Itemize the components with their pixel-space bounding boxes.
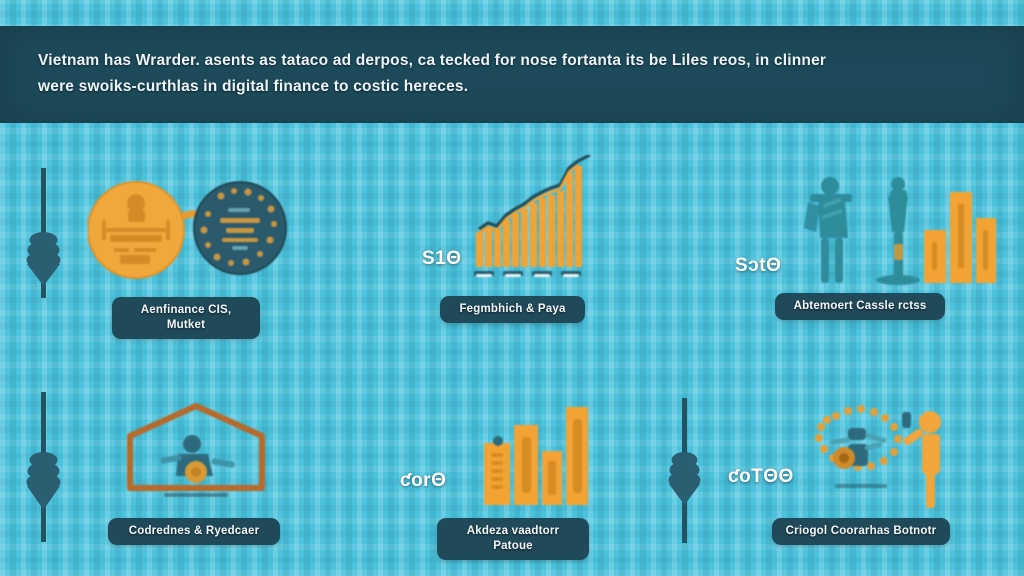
panel-label-digital-consumer[interactable]: Criogol Coorarhas Botnotr <box>772 518 950 545</box>
panel-label-adoption-future[interactable]: Akdeza vaadtorr Patoue <box>437 518 589 560</box>
metric-badge-access: SɔtΘ <box>735 255 782 276</box>
header-line-1: Vietnam has Wrarder. asents as tataco ad… <box>38 52 827 69</box>
panel-label-text: Akdeza vaadtorr Patoue <box>466 525 560 552</box>
panel-label-text: Abtemoert Cassle rctss <box>793 300 927 312</box>
growth-bar-chart-icon <box>470 153 595 280</box>
header-banner: Vietnam has Wrarder. asents as tataco ad… <box>0 26 1024 123</box>
house-outline-icon <box>120 400 275 505</box>
metric-badge-adoption: ƈorΘ <box>400 470 447 491</box>
four-bars-icon <box>480 403 590 505</box>
cloud-network-person-icon <box>790 400 965 510</box>
panel-label-access-coverage[interactable]: Abtemoert Cassle rctss <box>775 293 945 320</box>
metric-badge-consumer: ƈoTΘΘ <box>728 466 794 487</box>
panel-label-payments-growth[interactable]: Fegmbhich & Paya <box>440 296 585 323</box>
header-text: Vietnam has Wrarder. asents as tataco ad… <box>38 48 973 100</box>
panel-label-lending-services[interactable]: Codrednes & Ryedcaer <box>108 518 280 545</box>
panel-label-text: Criogol Coorarhas Botnotr <box>785 525 937 537</box>
panel-label-crypto-market[interactable]: Aenfinance CIS, Mutket <box>112 297 260 339</box>
divider-spindle-left-top <box>14 168 74 303</box>
people-and-bars-icon <box>790 170 1000 285</box>
panel-label-text: Codrednes & Ryedcaer <box>128 525 260 537</box>
divider-spindle-middle-bottom <box>655 398 715 548</box>
panel-label-text: Fegmbhich & Paya <box>459 303 566 315</box>
metric-badge-payments: S1Θ <box>422 248 462 269</box>
two-coins-icon <box>87 178 288 293</box>
panel-label-text: Aenfinance CIS, Mutket <box>140 304 232 331</box>
header-line-2: were swoiks-curthlas in digital finance … <box>38 78 469 95</box>
divider-spindle-left-bottom <box>14 392 74 547</box>
